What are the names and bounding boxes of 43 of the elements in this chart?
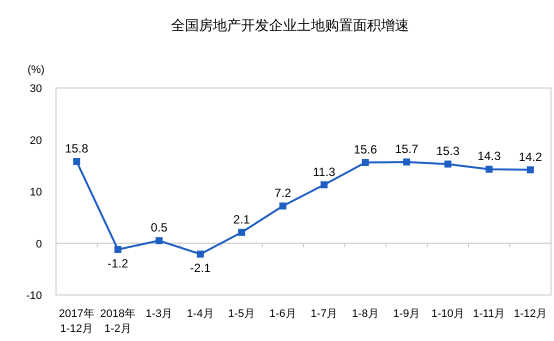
data-label: 14.2 — [518, 150, 542, 164]
data-label: 15.6 — [354, 142, 378, 157]
data-label: 2.1 — [233, 212, 250, 226]
point — [114, 246, 122, 253]
y-tick-label: 10 — [30, 186, 42, 198]
x-tick-label: 1-3月 — [146, 308, 173, 320]
point — [156, 237, 163, 244]
x-tick-label: 1-6月 — [269, 308, 296, 320]
data-label: 0.5 — [150, 220, 168, 235]
data-label: -1.2 — [108, 256, 129, 270]
x-tick-label: 2018年 1-2月 — [100, 308, 136, 335]
y-tick-label: 0 — [36, 238, 42, 250]
point — [279, 202, 286, 210]
point — [320, 181, 328, 188]
data-label: -2.1 — [190, 261, 212, 276]
y-tick-label: 20 — [30, 134, 42, 147]
x-tick-label: 2017年 1-12月 — [58, 308, 94, 335]
point — [403, 158, 410, 166]
x-tick-label: 1-12月 — [514, 308, 547, 320]
x-tick-label: 1-11月 — [473, 308, 506, 320]
data-label: 15.8 — [64, 141, 89, 156]
point — [444, 160, 452, 168]
x-tick-label: 1-9月 — [393, 308, 420, 320]
y-axis-title: (%) — [27, 64, 45, 76]
x-tick-label: 1-8月 — [352, 308, 379, 320]
data-label: 7.2 — [274, 186, 292, 200]
data-label: 14.3 — [477, 149, 502, 164]
point — [238, 228, 246, 236]
x-tick-label: 1-4月 — [186, 308, 214, 320]
point — [486, 166, 493, 173]
x-tick-label: 1-5月 — [228, 308, 256, 320]
y-tick-label: -10 — [26, 290, 42, 302]
x-tick-label: 1-10月 — [431, 308, 464, 320]
data-label: 15.3 — [436, 144, 460, 158]
point — [73, 158, 80, 165]
point — [362, 159, 369, 166]
point — [526, 166, 534, 174]
y-tick-label: 30 — [30, 83, 42, 95]
x-tick-label: 1-7月 — [310, 308, 338, 320]
chart-title: 全国房地产开发企业土地购置面积增速 — [171, 17, 409, 33]
point — [196, 250, 204, 258]
data-label: 15.7 — [394, 142, 419, 156]
data-label: 11.3 — [312, 164, 336, 179]
